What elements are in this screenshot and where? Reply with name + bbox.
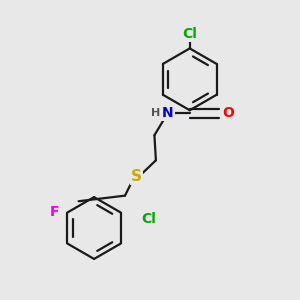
Text: Cl: Cl (182, 27, 197, 41)
Text: H: H (151, 108, 160, 118)
Text: O: O (222, 106, 234, 120)
Text: S: S (131, 169, 142, 184)
Text: N: N (162, 106, 173, 120)
Text: F: F (50, 205, 59, 219)
Text: Cl: Cl (141, 212, 156, 226)
